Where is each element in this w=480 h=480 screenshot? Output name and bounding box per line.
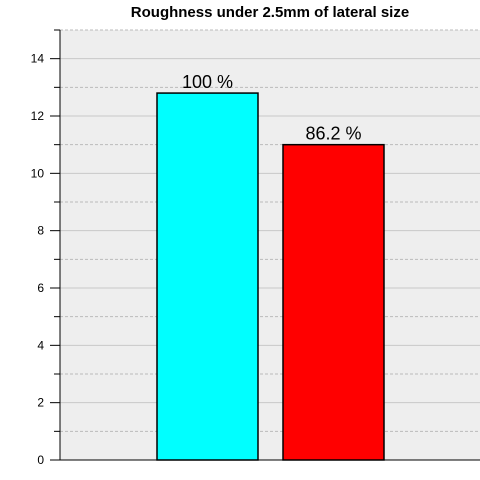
bar-2-label: 86.2 % [305, 124, 361, 144]
bar-1-label: 100 % [182, 72, 233, 92]
y-tick-label: 6 [37, 281, 44, 295]
bar-2 [282, 143, 385, 461]
y-tick-label: 0 [37, 453, 44, 467]
bars: 100 % 86.2 % [156, 72, 385, 461]
chart-title: Roughness under 2.5mm of lateral size [131, 4, 409, 21]
plot-background [60, 30, 480, 460]
gridlines [60, 29, 480, 432]
y-tick-label: 14 [31, 52, 45, 66]
y-tick-label: 2 [37, 396, 44, 410]
y-tick-label: 12 [31, 109, 45, 123]
y-tick-label: 8 [37, 224, 44, 238]
bar-1 [156, 92, 259, 461]
y-axis: 0 2 4 6 8 10 12 14 [31, 29, 480, 467]
y-tick-label: 10 [31, 166, 45, 180]
y-tick-label: 4 [37, 338, 44, 352]
